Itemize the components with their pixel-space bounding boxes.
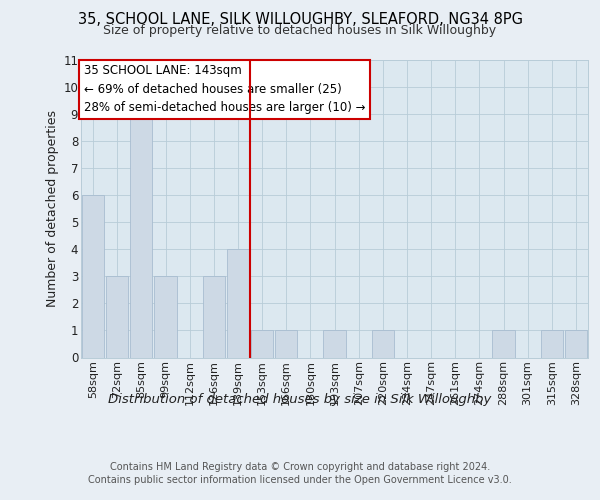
Bar (323, 330, 346, 357)
Bar (227, 250, 249, 358)
Text: Size of property relative to detached houses in Silk Willoughby: Size of property relative to detached ho… (103, 24, 497, 37)
Text: Contains HM Land Registry data © Crown copyright and database right 2024.: Contains HM Land Registry data © Crown c… (110, 462, 490, 472)
Text: 35 SCHOOL LANE: 143sqm
← 69% of detached houses are smaller (25)
28% of semi-det: 35 SCHOOL LANE: 143sqm ← 69% of detached… (83, 64, 365, 114)
Bar (275, 330, 298, 357)
Bar (82, 195, 104, 358)
Bar (130, 114, 152, 358)
Bar (565, 330, 587, 357)
Bar (371, 330, 394, 357)
Text: 35, SCHOOL LANE, SILK WILLOUGHBY, SLEAFORD, NG34 8PG: 35, SCHOOL LANE, SILK WILLOUGHBY, SLEAFO… (77, 12, 523, 28)
Bar (154, 276, 176, 357)
Y-axis label: Number of detached properties: Number of detached properties (46, 110, 59, 307)
Text: Contains public sector information licensed under the Open Government Licence v3: Contains public sector information licen… (88, 475, 512, 485)
Bar (251, 330, 273, 357)
Bar (541, 330, 563, 357)
Bar (493, 330, 515, 357)
Bar (106, 276, 128, 357)
Text: Distribution of detached houses by size in Silk Willoughby: Distribution of detached houses by size … (109, 392, 491, 406)
Bar (203, 276, 225, 357)
